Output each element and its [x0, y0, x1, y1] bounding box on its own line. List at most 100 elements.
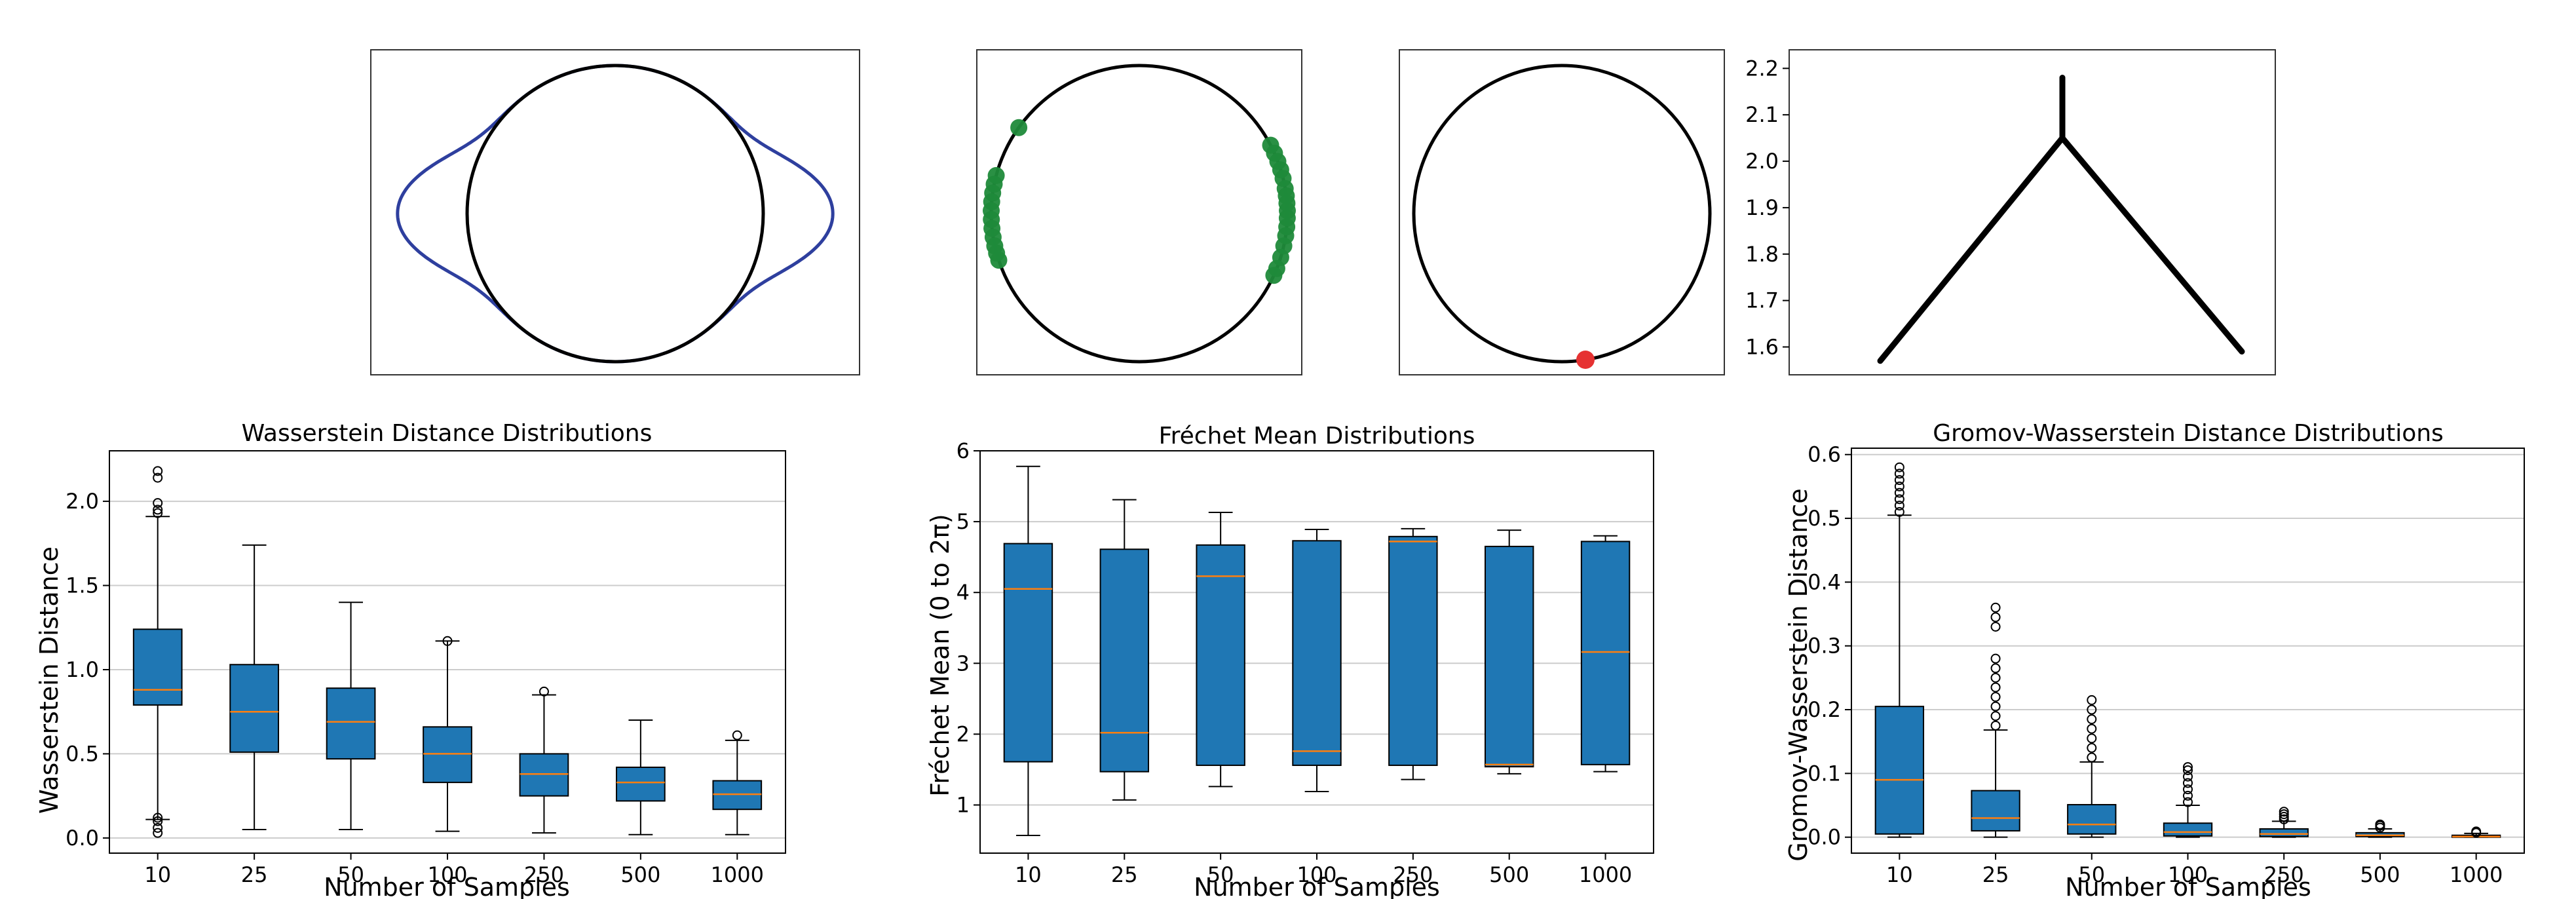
chart-title: Fréchet Mean Distributions	[1159, 423, 1475, 450]
outlier-point	[1990, 663, 2001, 674]
y-axis-label: Fréchet Mean (0 to 2π)	[926, 514, 955, 796]
tree-graph	[1877, 75, 2245, 364]
box	[1971, 790, 2020, 832]
y-tick-label: 1.9	[1745, 195, 1779, 220]
outlier-point	[153, 813, 163, 823]
panel-3-frame	[1399, 49, 1725, 375]
panel-4-yticks: 1.6 1.7 1.8 1.9 2.0 2.1 2.2	[1745, 56, 1789, 359]
outlier-point	[2087, 723, 2097, 734]
x-tick-label: 25	[241, 862, 268, 887]
outlier-point	[1894, 501, 1904, 511]
top-panel-3	[1399, 49, 1725, 375]
red-point	[1576, 351, 1595, 369]
outlier-point	[2087, 714, 2097, 725]
y-tick-label: 2.0	[1745, 149, 1779, 174]
y-tick-label: 4	[957, 580, 970, 605]
outlier-point	[442, 636, 453, 646]
box	[1580, 541, 1631, 765]
box	[712, 780, 763, 811]
axes-frame	[979, 450, 1654, 854]
box	[1099, 548, 1149, 773]
outlier-point	[2087, 752, 2097, 763]
y-tick-label: 2.1	[1745, 102, 1779, 127]
outlier-point	[2183, 765, 2193, 775]
y-tick-label: 1.7	[1745, 288, 1779, 313]
y-tick-label: 2.0	[66, 489, 99, 514]
outlier-point	[2087, 733, 2097, 744]
outlier-point	[2471, 826, 2482, 837]
axes-frame	[1851, 448, 2525, 854]
panel-4-frame	[1789, 49, 2276, 375]
outlier-point	[2279, 807, 2289, 817]
panel-1-frame	[370, 49, 860, 375]
x-tick-label: 25	[1982, 862, 2009, 887]
outlier-point	[1894, 475, 1904, 486]
x-axis-label: Number of Samples	[2065, 873, 2311, 899]
outlier-point	[732, 730, 742, 740]
x-tick-label: 50	[337, 862, 364, 887]
x-tick-label: 10	[1886, 862, 1913, 887]
outlier-point	[2183, 784, 2193, 795]
outlier-point	[2087, 695, 2097, 705]
tree-branch-left	[1877, 135, 2066, 364]
x-tick-label: 1000	[711, 862, 764, 887]
box	[1485, 545, 1534, 768]
box	[1388, 535, 1438, 766]
y-tick-label: 2.2	[1745, 56, 1779, 81]
outlier-point	[539, 686, 549, 697]
y-tick-label: 0.0	[66, 826, 99, 851]
y-tick-label: 1	[957, 792, 970, 817]
outlier-point	[1894, 488, 1904, 498]
x-axis-label: Number of Samples	[324, 873, 570, 899]
outlier-point	[153, 828, 163, 838]
outlier-point	[1990, 682, 2001, 693]
x-tick-label: 25	[1111, 862, 1138, 887]
outlier-point	[1990, 653, 2001, 664]
y-tick-label: 0.5	[66, 741, 99, 766]
gromov-wasserstein-chart: Gromov-Wasserstein Distance Distribution…	[1784, 420, 2525, 899]
green-point	[1262, 136, 1279, 154]
box	[1292, 540, 1342, 766]
y-tick-label: 0.3	[1808, 634, 1841, 659]
x-axis-label: Number of Samples	[1194, 873, 1440, 899]
green-points-group	[983, 119, 1296, 284]
x-tick-label: 50	[2078, 862, 2105, 887]
outlier-point	[2183, 790, 2193, 801]
outlier-point	[1990, 692, 2001, 702]
box	[326, 687, 376, 760]
y-tick-label: 1.0	[66, 657, 99, 682]
x-tick-label: 250	[1393, 862, 1433, 887]
outlier-point	[2279, 814, 2289, 824]
x-tick-label: 10	[144, 862, 171, 887]
outlier-point	[2279, 809, 2289, 820]
outlier-point	[2183, 762, 2193, 773]
box	[2259, 828, 2309, 837]
y-tick-label: 1.8	[1745, 242, 1779, 267]
y-tick-label: 2	[957, 721, 970, 746]
y-tick-label: 1.5	[66, 573, 99, 598]
outlier-point	[1894, 469, 1904, 479]
y-tick-label: 5	[957, 509, 970, 534]
chart-title: Gromov-Wasserstein Distance Distribution…	[1933, 420, 2444, 447]
y-tick-label: 0.0	[1808, 825, 1841, 850]
outlier-point	[1894, 494, 1904, 505]
x-tick-label: 100	[427, 862, 467, 887]
x-tick-label: 1000	[2450, 862, 2503, 887]
outlier-point	[153, 466, 163, 476]
box	[2067, 804, 2117, 835]
outlier-point	[2183, 771, 2193, 782]
y-axis-label: Wasserstein Distance	[35, 546, 64, 814]
axes-frame	[109, 450, 786, 854]
panel-1-circle	[465, 64, 765, 364]
outlier-point	[153, 472, 163, 483]
outlier-point	[2087, 704, 2097, 715]
outlier-point	[153, 816, 163, 826]
panel-3-circle	[1412, 64, 1712, 364]
outlier-point	[1990, 711, 2001, 721]
x-tick-label: 100	[1297, 862, 1336, 887]
y-tick-label: 0.4	[1808, 569, 1841, 594]
outlier-point	[1990, 602, 2001, 613]
y-tick-label: 0.6	[1808, 442, 1841, 467]
outlier-point	[1990, 612, 2001, 622]
